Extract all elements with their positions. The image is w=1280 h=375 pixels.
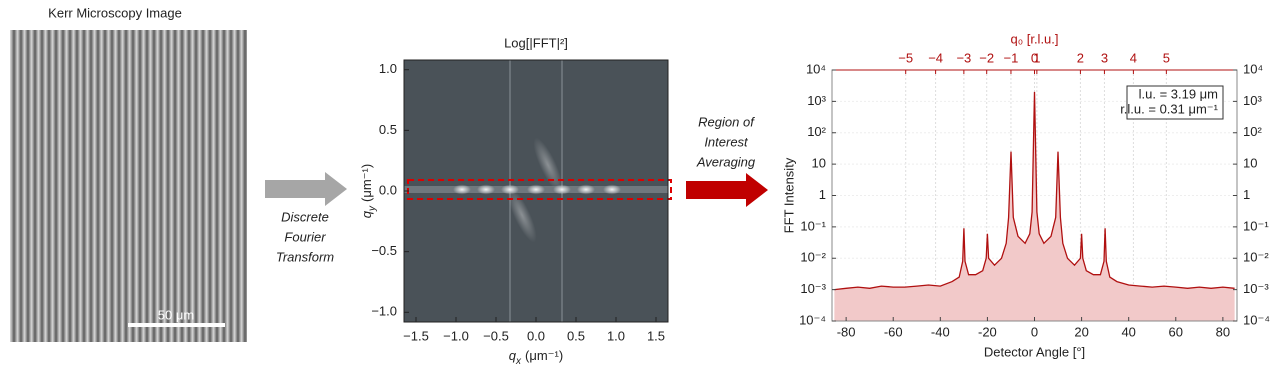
image-title: Kerr Microscopy Image: [48, 5, 182, 20]
y-tick-label: 0.0: [379, 182, 397, 197]
charts: Log[|FFT|²]−1.5 −1.0 −0.5 0.0 0.5 1.0 1.5−1.0−…: [359, 31, 1269, 366]
x-tick-label: 60: [1169, 324, 1183, 339]
x-tick-label: 0.5: [567, 328, 585, 343]
x-tick-label: -40: [931, 324, 950, 339]
fft-peak: [553, 184, 571, 195]
x-tick-label: 1.5: [647, 328, 665, 343]
roi-box: [407, 179, 672, 200]
fft-peak: [577, 184, 595, 195]
y-tick-label: −0.5: [371, 243, 397, 258]
axis-symbol: q: [359, 210, 374, 218]
y-tick-label: 10³: [1243, 93, 1262, 108]
annotation-box: [1126, 85, 1224, 120]
x-tick-label: -20: [978, 324, 997, 339]
arrow-label: Averaging: [696, 154, 756, 169]
y-tick-label: 10²: [1243, 124, 1262, 139]
x2-tick-label: −2: [979, 50, 994, 65]
scale-bar-label: 50 μm: [158, 307, 194, 322]
x2-tick-label: 1: [1033, 50, 1040, 65]
y-tick-label: −1.0: [371, 304, 397, 319]
kerr-image: [10, 30, 247, 342]
fft-streak: [533, 137, 563, 193]
x-tick-label: -60: [884, 324, 903, 339]
arrow-label: Region of: [698, 114, 755, 129]
x2-tick-label: −4: [928, 50, 943, 65]
y-tick-label: 0.5: [379, 122, 397, 137]
axis-unit: (μm⁻¹): [359, 164, 374, 202]
arrow-label: Discrete: [281, 209, 329, 224]
arrow-label: Fourier: [284, 229, 326, 244]
x2-tick-label: −5: [898, 50, 913, 65]
y-tick-label: 10⁻¹: [800, 218, 826, 233]
fft-peak: [603, 184, 621, 195]
fft-peak: [527, 184, 545, 195]
x2-tick-label: 5: [1163, 50, 1170, 65]
axis-subscript: x: [515, 356, 522, 367]
y-tick-label: 1.0: [379, 61, 397, 76]
x2-tick-label: −3: [956, 50, 971, 65]
x-tick-label: 1.0: [607, 328, 625, 343]
x-tick-label: 40: [1121, 324, 1135, 339]
fft-peak: [477, 184, 495, 195]
y-tick-label: 10: [1243, 156, 1257, 171]
x-tick-label: 0: [1031, 324, 1038, 339]
y-tick-label: 10⁻³: [800, 281, 826, 296]
x2-tick-label: 4: [1130, 50, 1137, 65]
area: [834, 91, 1235, 322]
axis-title: qx (μm⁻¹): [509, 348, 563, 366]
y-axis-title: FFT Intensity: [781, 157, 796, 233]
x-tick-label: −1.0: [443, 328, 469, 343]
axis-symbol: q: [509, 348, 517, 363]
x-tick-label: −0.5: [483, 328, 509, 343]
y-tick-label: 10⁻⁴: [799, 312, 826, 327]
x2-axis-title: q₀ [r.l.u.]: [1010, 31, 1058, 46]
x-tick-label: -80: [837, 324, 856, 339]
y-tick-label: 10⁻⁴: [1243, 312, 1270, 327]
x-tick-label: 80: [1216, 324, 1230, 339]
arrow-label: Interest: [704, 134, 749, 149]
y-tick-label: 1: [819, 187, 826, 202]
fft-peak: [453, 184, 471, 195]
y-tick-label: 10³: [807, 93, 826, 108]
x-tick-label: −1.5: [403, 328, 429, 343]
y-tick-label: 1: [1243, 187, 1250, 202]
fft-features: [404, 60, 668, 322]
annotation: r.l.u. = 0.31 μm⁻¹: [1120, 101, 1218, 116]
y-tick-label: 10: [812, 156, 826, 171]
fft-streak: [507, 187, 537, 243]
y-tick-label: 10⁴: [806, 61, 826, 76]
line: [834, 91, 1235, 291]
y-tick-label: 10⁻¹: [1243, 218, 1269, 233]
annotation: l.u. = 3.19 μm: [1139, 86, 1218, 101]
axis-title: qy (μm⁻¹): [359, 164, 377, 218]
x2-tick-label: 3: [1101, 50, 1108, 65]
x-tick-label: 0.0: [527, 328, 545, 343]
fft-peak: [501, 184, 519, 195]
y-tick-label: 10⁻²: [800, 250, 826, 265]
chart-title: Log[|FFT|²]: [504, 35, 568, 50]
x-axis-title: Detector Angle [°]: [984, 344, 1085, 359]
x-tick-label: 20: [1074, 324, 1088, 339]
y-tick-label: 10²: [807, 124, 826, 139]
arrow: [686, 173, 768, 207]
x2-tick-label: 2: [1077, 50, 1084, 65]
axis-subscript: y: [367, 205, 378, 212]
x2-tick-label: 0: [1031, 50, 1038, 65]
x2-tick-label: −1: [1004, 50, 1019, 65]
y-tick-label: 10⁴: [1243, 61, 1263, 76]
y-tick-label: 10⁻²: [1243, 250, 1269, 265]
arrow: [265, 172, 347, 206]
axis-unit: (μm⁻¹): [525, 348, 563, 363]
y-tick-label: 10⁻³: [1243, 281, 1269, 296]
arrow-label: Transform: [276, 249, 334, 264]
